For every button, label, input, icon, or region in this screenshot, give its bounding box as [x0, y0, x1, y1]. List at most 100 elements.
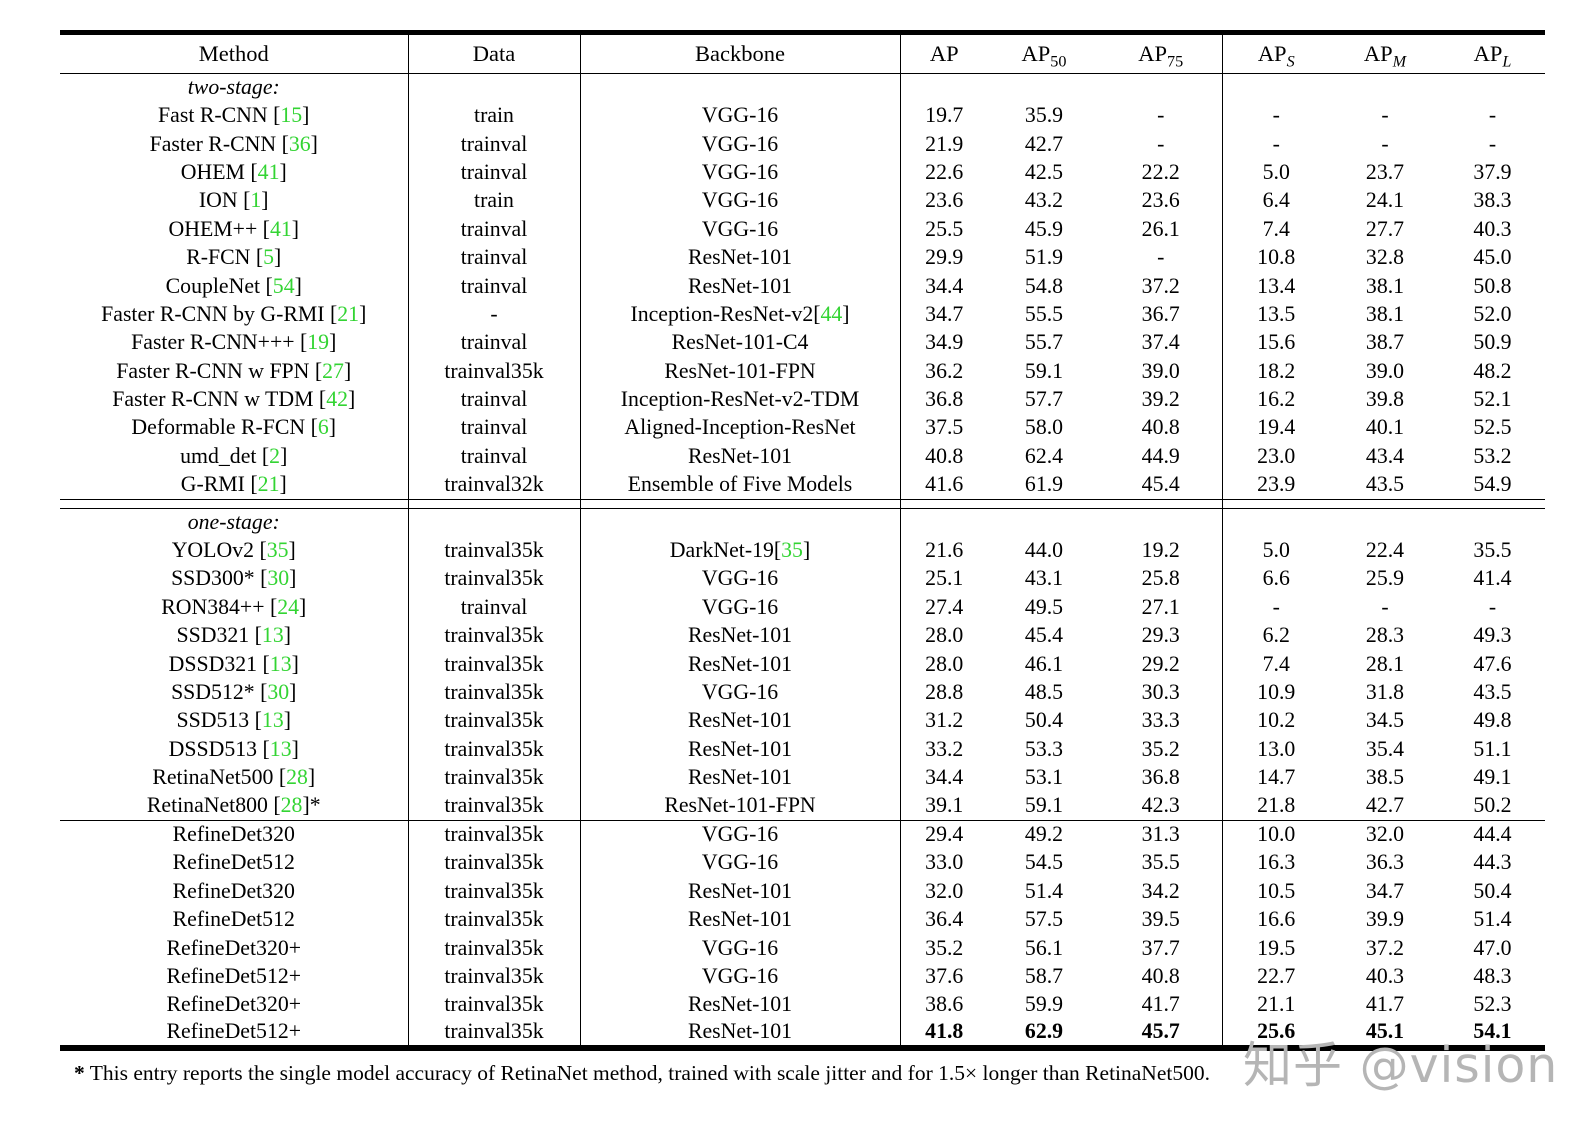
metric-cell: 45.7: [1141, 1019, 1180, 1044]
method-cell: SSD321 [13]: [176, 623, 291, 648]
data-cell: trainval35k: [407, 357, 580, 386]
metric-cell: 49.8: [1473, 708, 1512, 733]
table-row: SSD321 [13] trainval35k ResNet-101 28.0 45.4…: [60, 621, 1545, 651]
metric-cell: 19.4: [1221, 414, 1330, 443]
method-cell: RefineDet320: [172, 878, 295, 903]
col-header: Method: [60, 32, 408, 74]
metric-cell: 16.2: [1221, 385, 1330, 415]
metric-cell: 29.4: [899, 820, 988, 850]
metric-cell: 16.3: [1221, 849, 1330, 878]
metric-cell: 48.2: [1473, 358, 1512, 383]
method-cell: Faster R-CNN+++ [19]: [131, 330, 337, 355]
method-cell: Fast R-CNN [15]: [158, 103, 310, 128]
metric-cell: 59.1: [1024, 358, 1064, 383]
footnote-star: *: [74, 1061, 85, 1085]
metric-cell: 42.7: [1365, 793, 1405, 818]
metric-cell: 42.5: [1024, 159, 1064, 184]
metric-cell: 51.4: [1473, 907, 1512, 932]
metric-cell: 37.5: [899, 414, 988, 443]
metric-cell: 53.3: [1024, 736, 1064, 761]
backbone-cell: VGG-16: [579, 215, 900, 244]
metric-cell: 35.5: [1141, 850, 1180, 875]
metric-cell: 37.2: [1141, 273, 1180, 298]
metric-cell: 34.4: [899, 763, 988, 793]
section-label-cell: [899, 508, 988, 537]
footnote-text: This entry reports the single model accu…: [89, 1061, 1210, 1085]
data-cell: trainval35k: [407, 792, 580, 821]
metric-cell: -: [1157, 245, 1165, 270]
metric-cell: 32.0: [1330, 820, 1440, 850]
data-cell: trainval35k: [407, 991, 580, 1020]
citation: 28: [286, 765, 308, 790]
method-cell: SSD300* [30]: [171, 566, 297, 591]
method-cell: YOLOv2 [35]: [171, 538, 296, 563]
metric-cell: 52.5: [1473, 415, 1512, 440]
backbone-cell: VGG-16: [579, 820, 900, 850]
metric-cell: 39.9: [1365, 907, 1405, 932]
metric-cell: 45.4: [1141, 472, 1180, 497]
metric-cell: 58.0: [1024, 415, 1064, 440]
metric-cell: 10.8: [1221, 243, 1330, 273]
metric-cell: 15.6: [1221, 329, 1330, 358]
method-cell: RetinaNet500 [28]: [152, 765, 316, 790]
metric-cell: 35.5: [1473, 538, 1512, 563]
method-cell: CoupleNet [54]: [165, 273, 302, 298]
metric-cell: 32.0: [899, 877, 988, 906]
separator-row: [60, 498, 1545, 509]
metric-cell: -: [1221, 593, 1330, 622]
backbone-cell: VGG-16: [579, 849, 900, 878]
col-header: APS: [1221, 32, 1330, 74]
metric-cell: 50.4: [1024, 708, 1064, 733]
metric-cell: 36.2: [899, 357, 988, 386]
metric-cell: 51.1: [1473, 736, 1512, 761]
table-row: RefineDet512 trainval35k VGG-16 33.0 54.5 35.…: [60, 849, 1545, 878]
separator-cell: [60, 498, 408, 509]
metric-cell: 6.4: [1221, 187, 1330, 216]
data-cell: trainval35k: [407, 565, 580, 594]
backbone-cell: ResNet-101: [579, 735, 900, 764]
table-body: two-stage: Fast R-CNN [15] train VGG-16 19.7…: [60, 73, 1545, 1048]
backbone-cell: VGG-16: [579, 187, 900, 216]
metric-cell: 45.0: [1473, 245, 1512, 270]
data-cell: trainval35k: [407, 849, 580, 878]
metric-cell: 21.9: [899, 130, 988, 159]
metric-cell: 28.0: [899, 650, 988, 679]
method-cell: RefineDet512: [172, 850, 295, 875]
metric-cell: 51.9: [1024, 245, 1064, 270]
metric-cell: 22.7: [1221, 962, 1330, 991]
metric-cell: 40.8: [1141, 415, 1180, 440]
metric-cell: -: [1221, 130, 1330, 159]
metric-cell: -: [1488, 594, 1497, 619]
results-table: Method Data Backbone AP AP50 AP75 APS APM APL tw…: [60, 30, 1545, 1051]
metric-cell: 13.0: [1221, 735, 1330, 764]
metric-cell: 25.1: [899, 565, 988, 594]
col-header: Backbone: [579, 32, 900, 74]
section-label-cell: [1330, 508, 1440, 536]
metric-cell: 34.7: [1365, 878, 1405, 903]
metric-cell: 23.0: [1221, 442, 1330, 471]
data-cell: trainval35k: [407, 707, 580, 736]
citation: 36: [288, 131, 311, 156]
data-cell: trainval: [407, 442, 580, 471]
separator-cell: [1330, 498, 1440, 509]
table-row: R-FCN [5] trainval ResNet-101 29.9 51.9 - 10.8…: [60, 243, 1545, 273]
data-cell: trainval35k: [407, 962, 580, 991]
metric-cell: 7.4: [1221, 650, 1330, 679]
method-cell: OHEM [41]: [180, 159, 287, 184]
metric-cell: 29.2: [1141, 651, 1180, 676]
col-header: AP75: [1100, 32, 1222, 74]
metric-cell: 29.3: [1141, 623, 1180, 648]
metric-cell: 13.5: [1221, 300, 1330, 330]
metric-cell: 34.9: [899, 329, 988, 358]
citation: 28: [280, 793, 303, 818]
metric-cell: 59.9: [1024, 992, 1064, 1017]
metric-cell: 21.1: [1221, 991, 1330, 1020]
metric-cell: 43.4: [1365, 443, 1405, 468]
table-row: RefineDet512+ trainval35k ResNet-101 41.8 62…: [60, 1019, 1545, 1048]
metric-cell: 28.1: [1365, 651, 1405, 676]
metric-cell: -: [1221, 101, 1330, 131]
metric-cell: 34.4: [899, 272, 988, 301]
metric-cell: 38.7: [1365, 330, 1405, 355]
table-row: RetinaNet500 [28] trainval35k ResNet-101 34…: [60, 763, 1545, 793]
metric-cell: 21.6: [899, 536, 988, 566]
